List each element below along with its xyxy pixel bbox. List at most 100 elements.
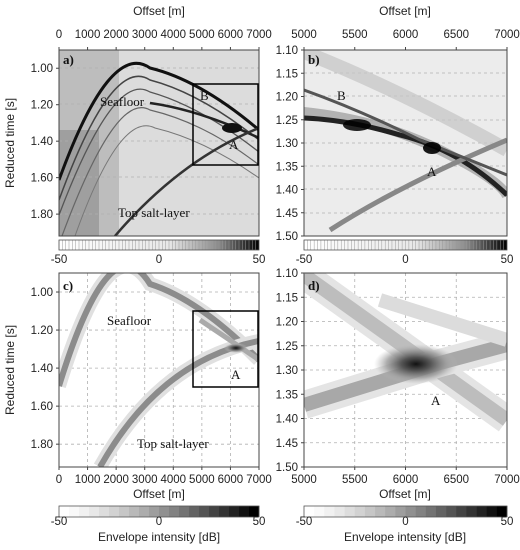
y-tick-label: 1.10	[276, 45, 298, 57]
x-tick-label: 5000	[291, 474, 317, 486]
colorbar-tick-label: -50	[296, 516, 313, 528]
panel-d-xlabel: Offset [m]	[379, 487, 431, 501]
y-tick-label: 1.40	[276, 414, 298, 426]
y-tick-label: 1.60	[31, 401, 53, 413]
panel-b-b-label: B	[337, 88, 346, 103]
x-tick-label: 0	[56, 474, 62, 486]
panel-c-a-label: A	[231, 367, 241, 382]
panel-c-ylabel: Reduced time [s]	[3, 325, 17, 415]
y-tick-label: 1.25	[276, 115, 298, 127]
y-tick-label: 1.20	[276, 317, 298, 329]
panel-c-top-salt-label: Top salt-layer	[137, 436, 209, 451]
panel-a-zoom-box	[192, 83, 259, 166]
y-tick-label: 1.00	[31, 287, 53, 299]
colorbar-panel-1: -50 0 50	[296, 239, 514, 266]
y-tick-label: 1.45	[276, 208, 298, 220]
x-tick-label: 1000	[75, 29, 101, 41]
y-tick-label: 1.15	[276, 292, 298, 304]
colorbar-tick-label: -50	[51, 254, 68, 266]
x-tick-label: 4000	[160, 29, 186, 41]
x-tick-label: 4000	[160, 474, 186, 486]
y-tick-label: 1.40	[31, 363, 53, 375]
y-tick-label: 1.25	[276, 341, 298, 353]
x-tick-label: 7000	[246, 29, 272, 41]
panel-d-a-label: A	[431, 393, 441, 408]
panel-c-xlabel: Offset [m]	[133, 487, 185, 501]
panel-d-letter: d)	[308, 278, 320, 293]
x-tick-label: 2000	[103, 29, 129, 41]
x-tick-label: 7000	[494, 474, 520, 486]
y-tick-label: 1.30	[276, 365, 298, 377]
panel-b-letter: b)	[308, 52, 320, 67]
colorbar-tick-label: 50	[501, 254, 514, 266]
x-tick-label: 3000	[132, 474, 158, 486]
x-tick-label: 0	[56, 29, 62, 41]
x-tick-label: 1000	[75, 474, 101, 486]
colorbar-panel-0: -50 0 50	[51, 239, 266, 266]
panel-d-image	[304, 273, 507, 467]
y-tick-label: 1.20	[31, 325, 53, 337]
panel-b-xlabel: Offset [m]	[379, 4, 431, 18]
x-tick-label: 6000	[393, 29, 419, 41]
y-tick-label: 1.20	[31, 100, 53, 112]
y-tick-label: 1.10	[276, 268, 298, 280]
x-tick-label: 3000	[132, 29, 158, 41]
panel-a-ticks: 0 1000 2000 3000 4000 5000 6000 7000 1.00 1.20 1.4…	[31, 29, 272, 221]
y-tick-label: 1.45	[276, 438, 298, 450]
y-tick-label: 1.20	[276, 92, 298, 104]
y-tick-label: 1.40	[276, 185, 298, 197]
panel-a-ylabel: Reduced time [s]	[3, 98, 17, 188]
colorbars: -50 0 50 -50 0 50 -50 0 50 -50 0 50	[51, 239, 514, 528]
y-tick-label: 1.60	[31, 173, 53, 185]
y-tick-label: 1.80	[31, 439, 53, 451]
y-tick-label: 1.00	[31, 63, 53, 75]
panel-c-frame	[58, 272, 260, 468]
x-tick-label: 7000	[494, 29, 520, 41]
colorbar-tick-label: -50	[51, 516, 68, 528]
panel-a-image	[59, 50, 259, 236]
panel-b-a-label: A	[427, 164, 437, 179]
colorbar-tick-label: 0	[402, 254, 408, 266]
panel-c-ticks: 0 1000 2000 3000 4000 5000 6000 7000 1.00 1.20 1.4…	[31, 287, 272, 486]
x-tick-label: 6500	[443, 29, 469, 41]
panel-a-a-label: A	[229, 137, 239, 152]
y-tick-label: 1.80	[31, 209, 53, 221]
colorbar-tick-label: 50	[253, 254, 266, 266]
panel-a-seafloor-label: Seafloor	[100, 94, 145, 109]
panel-d: d) A 5000 5500 6000 6500 7000 1.10 1.15 1.20 1.2…	[276, 268, 520, 486]
x-tick-label: 6000	[218, 29, 244, 41]
colorbar-c-label: Envelope intensity [dB]	[98, 530, 220, 544]
y-tick-label: 1.35	[276, 161, 298, 173]
panel-c-zoom-box	[192, 310, 259, 388]
panel-c-image	[59, 273, 259, 467]
x-tick-label: 7000	[246, 474, 272, 486]
panel-d-ticks: 5000 5500 6000 6500 7000 1.10 1.15 1.20 1.25 1.30…	[276, 268, 520, 486]
y-tick-label: 1.30	[276, 138, 298, 150]
panel-b-image	[304, 50, 507, 233]
colorbar-panel-3: -50 0 50	[296, 505, 513, 528]
y-tick-label: 1.35	[276, 389, 298, 401]
panel-a: a) Seafloor B A Top salt-layer 0 1000 2000…	[31, 29, 272, 237]
y-tick-label: 1.40	[31, 136, 53, 148]
panel-c: c) Seafloor A Top salt-layer 0 1000 2000 30…	[31, 272, 272, 486]
x-tick-label: 2000	[103, 474, 129, 486]
colorbar-tick-label: 50	[253, 516, 266, 528]
panel-b-ticks: 5000 5500 6000 6500 7000 1.10 1.15 1.20 1.25 1.30…	[276, 29, 520, 243]
panel-a-top-salt-label: Top salt-layer	[118, 205, 190, 220]
panel-a-letter: a)	[63, 52, 74, 67]
panel-a-frame	[58, 49, 260, 237]
x-tick-label: 5000	[189, 474, 215, 486]
x-tick-label: 5000	[189, 29, 215, 41]
x-tick-label: 5500	[342, 474, 368, 486]
y-tick-label: 1.50	[276, 231, 298, 243]
colorbar-tick-label: -50	[296, 254, 313, 266]
panel-a-xlabel: Offset [m]	[133, 4, 185, 18]
panel-a-b-label: B	[200, 88, 209, 103]
y-tick-label: 1.15	[276, 68, 298, 80]
colorbar-tick-label: 0	[402, 516, 408, 528]
colorbar-panel-2: -50 0 50	[51, 505, 266, 528]
y-tick-label: 1.50	[276, 462, 298, 474]
x-tick-label: 6000	[218, 474, 244, 486]
panel-b: b) B A 5000 5500 6000 6500 7000 1.10 1.15 1.20 1…	[276, 29, 520, 243]
